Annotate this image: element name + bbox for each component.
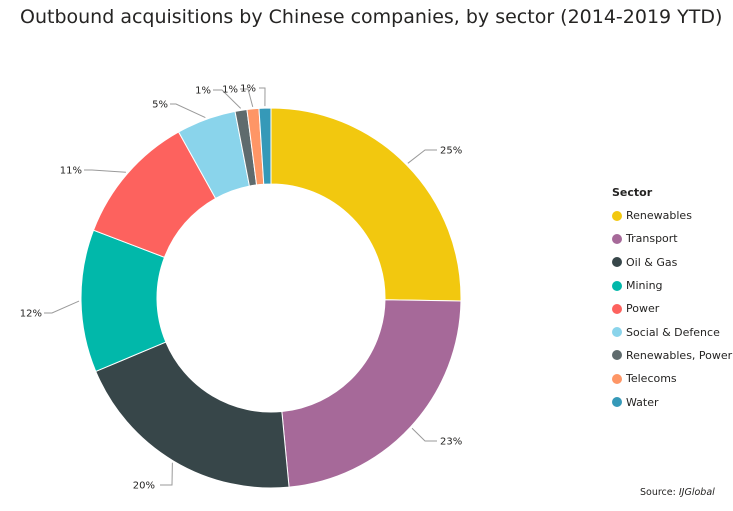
legend-item-water[interactable]: Water bbox=[612, 390, 732, 413]
legend-item-transport[interactable]: Transport bbox=[612, 227, 732, 250]
chart-title: Outbound acquisitions by Chinese compani… bbox=[20, 6, 723, 28]
leader-line-transport bbox=[411, 427, 437, 442]
slice-water[interactable] bbox=[258, 107, 272, 185]
legend-item-telecoms[interactable]: Telecoms bbox=[612, 367, 732, 390]
legend-marker bbox=[612, 303, 622, 314]
legend-item-renewables-power[interactable]: Renewables, Power bbox=[612, 344, 732, 367]
legend-label: Oil & Gas bbox=[626, 255, 678, 269]
source-note: Source: IJGlobal bbox=[640, 487, 715, 498]
leader-line-mining bbox=[44, 300, 80, 314]
legend-label: Renewables, Power bbox=[626, 348, 733, 362]
data-label-power: 11% bbox=[60, 166, 82, 177]
legend-label: Power bbox=[626, 302, 660, 316]
slice-transport[interactable] bbox=[281, 299, 462, 488]
leader-line-telecoms bbox=[240, 88, 254, 107]
legend-items: Renewables Transport Oil & Gas Mining Power S… bbox=[612, 204, 732, 414]
data-label-renewables: 25% bbox=[440, 146, 462, 157]
legend-label: Renewables bbox=[626, 209, 692, 223]
legend-marker bbox=[612, 233, 622, 244]
legend-item-mining[interactable]: Mining bbox=[612, 274, 732, 297]
source-name: IJGlobal bbox=[678, 487, 715, 498]
legend-label: Telecoms bbox=[626, 372, 677, 386]
leader-line-renewables bbox=[407, 149, 437, 164]
legend-marker bbox=[612, 280, 622, 291]
legend-title: Sector bbox=[612, 186, 653, 199]
data-label-mining: 12% bbox=[20, 309, 42, 320]
slice-renewables[interactable] bbox=[270, 107, 462, 302]
slice-oil-gas[interactable] bbox=[95, 341, 290, 489]
data-label-water: 1% bbox=[240, 84, 256, 95]
legend-item-renewables[interactable]: Renewables bbox=[612, 204, 732, 227]
leader-line-renewables-power bbox=[213, 89, 242, 109]
data-label-oil-gas: 20% bbox=[133, 481, 155, 492]
legend: Sector Renewables Transport Oil & Gas Minin… bbox=[612, 186, 732, 414]
data-label-transport: 23% bbox=[440, 437, 462, 448]
data-label-telecoms: 1% bbox=[222, 85, 238, 96]
leader-line-water bbox=[259, 87, 266, 107]
legend-item-power[interactable]: Power bbox=[612, 297, 732, 320]
legend-marker bbox=[612, 373, 622, 384]
legend-marker bbox=[612, 397, 622, 408]
legend-marker bbox=[612, 327, 622, 338]
legend-label: Mining bbox=[626, 279, 663, 293]
leader-line-social-defence bbox=[170, 103, 206, 119]
legend-marker bbox=[612, 210, 622, 221]
data-label-renewables-power: 1% bbox=[195, 86, 211, 97]
legend-marker bbox=[612, 257, 622, 268]
legend-label: Transport bbox=[626, 232, 678, 246]
leader-line-oil-gas bbox=[160, 462, 173, 486]
legend-marker bbox=[612, 350, 622, 361]
legend-item-oil-gas[interactable]: Oil & Gas bbox=[612, 251, 732, 274]
legend-item-social-defence[interactable]: Social & Defence bbox=[612, 320, 732, 343]
legend-label: Social & Defence bbox=[626, 325, 720, 339]
data-label-social-defence: 5% bbox=[152, 100, 168, 111]
legend-label: Water bbox=[626, 395, 659, 409]
source-label: Source: bbox=[640, 487, 676, 498]
leader-line-power bbox=[84, 169, 126, 173]
